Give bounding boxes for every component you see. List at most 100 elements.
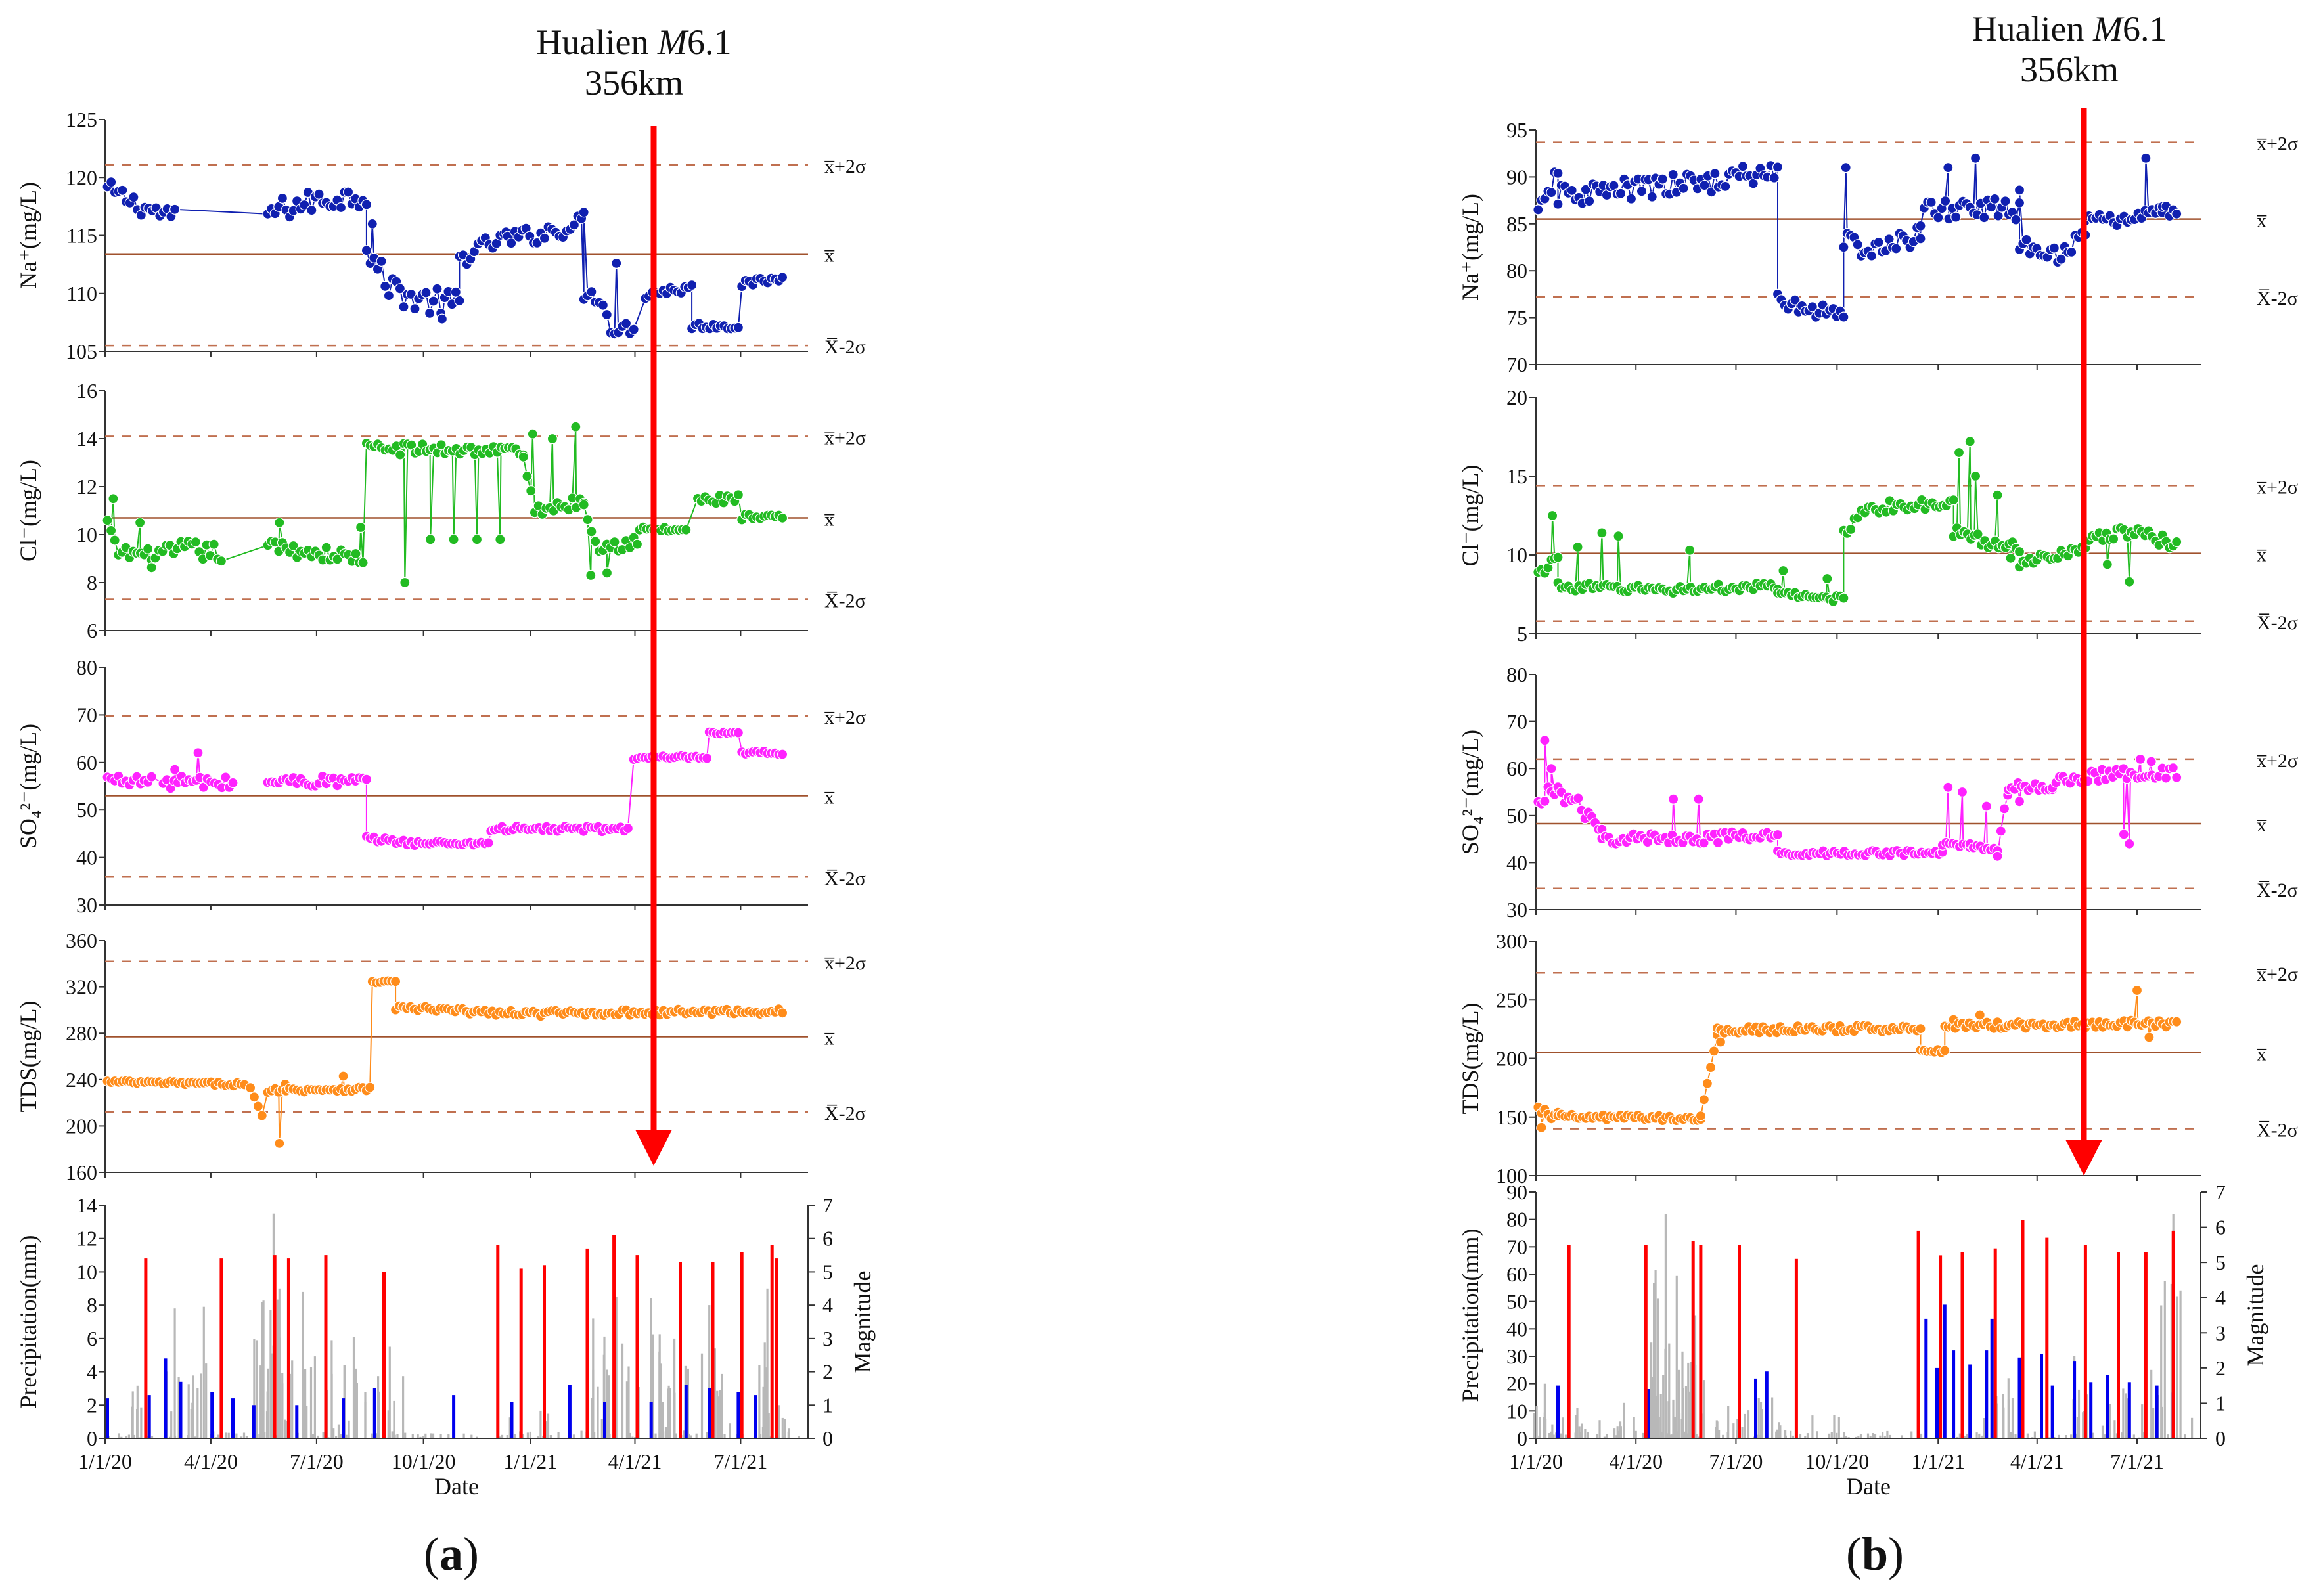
quake-bar [1943,1304,1947,1438]
rain-bar [404,1433,406,1438]
rain-bar [1857,1436,1859,1438]
y-tick-label: 160 [66,1161,97,1184]
rain-bar [205,1363,207,1438]
rain-bar [1536,1406,1538,1439]
y-tick-label: 8 [87,1293,97,1317]
y-tick-label: 60 [1506,757,1527,780]
data-point-cl [102,516,112,525]
data-point-na [1943,163,1953,173]
rain-bar [256,1340,258,1438]
y-tick-label: 125 [66,108,97,131]
rain-bar [2176,1297,2178,1439]
rain-bar [1596,1434,1598,1438]
rain-bar [1560,1434,1562,1438]
rain-bar [514,1434,516,1438]
panel-caption-a: (a) [424,1527,479,1582]
x-tick-label: 4/1/20 [1609,1450,1663,1473]
data-point-cl [110,535,120,545]
data-point-cl [1846,525,1856,535]
data-point-cl [1954,448,1964,458]
panel-caption-b: (b) [1846,1527,1904,1582]
rain-bar [654,1434,656,1438]
rain-bar [1807,1433,1809,1438]
rain-bar [1539,1417,1541,1438]
y-tick-label: 30 [76,893,97,917]
rain-bar [581,1431,583,1438]
rain-bar [323,1432,325,1438]
data-point-cl [1613,531,1623,541]
y2-tick-label: 6 [822,1227,833,1251]
rain-bar [721,1374,723,1438]
quake-bar [2144,1252,2148,1438]
rain-bar [1606,1434,1608,1439]
rain-bar [1790,1431,1791,1438]
data-point-na [587,287,597,297]
y2-axis-label: Magnitude [2242,1264,2268,1367]
y-tick-label: 14 [76,1193,97,1217]
rain-bar [151,1436,153,1438]
quake-bar [1968,1365,1972,1439]
rain-bar [335,1436,337,1439]
data-point-so4 [2161,773,2171,783]
data-point-tds [246,1083,256,1093]
quake-bar [452,1395,455,1438]
data-point-cl [2102,560,2112,569]
y-tick-label: 40 [76,846,97,870]
rain-bar [530,1432,531,1438]
rain-bar [2034,1432,2036,1438]
quake-bar [210,1392,214,1438]
rain-bar [338,1425,340,1438]
chart-a-rain: 02468101214Precipitation(mm)01234567Magn… [15,1193,876,1499]
data-point-cl [681,525,691,535]
ref-label-mean: x̅ [824,1027,835,1049]
data-point-na [384,291,394,301]
rain-bar [1664,1349,1666,1438]
y-tick-label: 10 [1506,543,1527,567]
data-point-na [2141,153,2151,163]
rain-bar [1959,1434,1961,1438]
rain-bar [2082,1412,2084,1438]
rain-bar [1613,1428,1615,1438]
rain-bar [317,1436,319,1438]
ref-label-upper: x̅+2σ [2257,133,2298,155]
rain-bar [1816,1431,1818,1438]
series-line-tds [1538,990,2176,1128]
rain-bar [194,1436,196,1438]
data-point-cl [733,490,743,500]
quake-bar [2040,1354,2043,1438]
rain-bar [573,1434,575,1438]
rain-bar [1674,1417,1676,1438]
rain-bar [1776,1430,1778,1438]
rain-bar [402,1376,404,1438]
rain-bar [1799,1434,1801,1438]
rain-bar [729,1423,731,1438]
rain-bar [128,1435,130,1439]
rain-bar [1679,1404,1680,1438]
data-point-na [1553,199,1563,209]
data-point-na [1679,183,1688,193]
rain-bar [621,1344,623,1438]
rain-bar [432,1434,434,1438]
ref-label-upper: x̅+2σ [2257,476,2298,498]
rain-bar [1920,1434,1922,1438]
y2-tick-label: 0 [2215,1427,2226,1450]
rain-bar [1635,1431,1637,1438]
data-point-so4 [193,748,203,758]
rain-bar [601,1419,603,1438]
data-point-na [1866,251,1876,261]
x-tick-label: 1/1/20 [1509,1450,1563,1473]
rain-bar [1667,1401,1669,1438]
data-point-na [380,281,390,291]
rain-bar [1836,1433,1837,1438]
rain-bar [1778,1422,1780,1438]
data-point-tds [257,1111,267,1120]
data-point-so4 [1540,736,1550,745]
rain-bar [547,1414,549,1439]
x-tick-label: 1/1/21 [503,1450,557,1473]
data-point-tds [1702,1078,1712,1088]
rain-bar [364,1402,366,1438]
